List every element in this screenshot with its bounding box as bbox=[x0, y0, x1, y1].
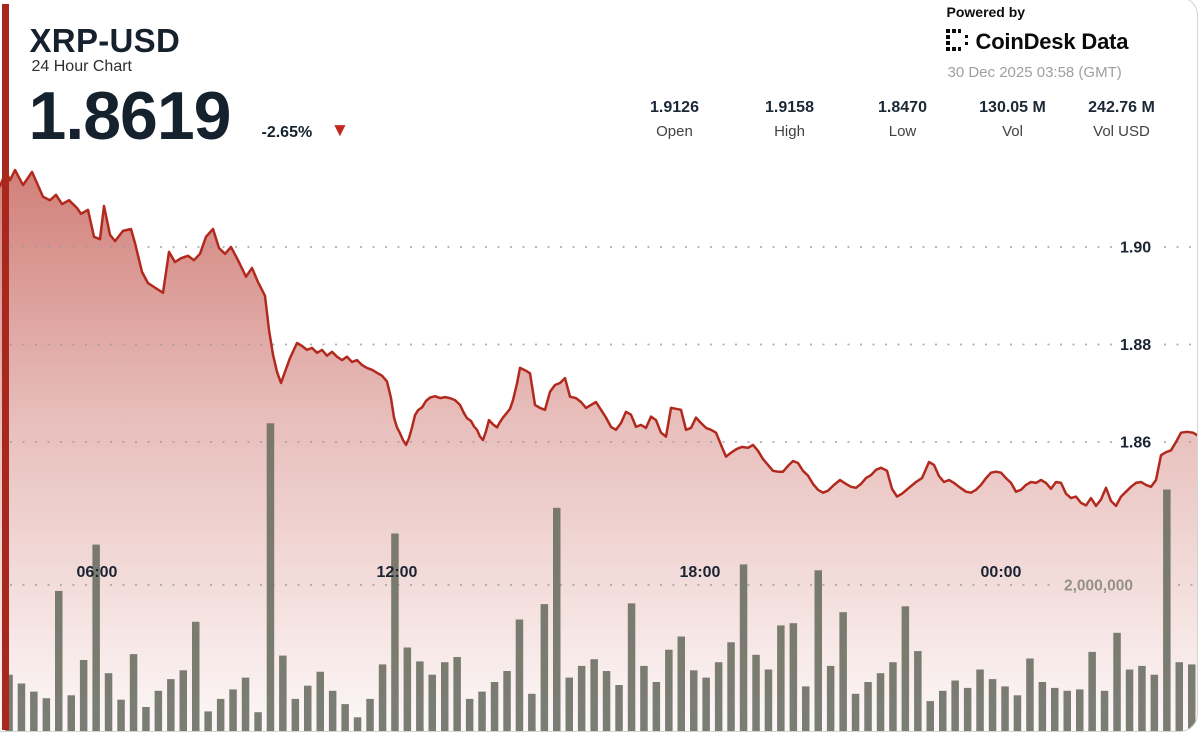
stat-vol-usd-label: Vol USD bbox=[1093, 122, 1150, 140]
stat-high-label: High bbox=[774, 122, 805, 140]
stat-vol-value: 130.05 M bbox=[979, 98, 1046, 116]
svg-text:1.86: 1.86 bbox=[1120, 434, 1151, 451]
current-price: 1.8619 bbox=[28, 77, 232, 154]
coindesk-logo-icon bbox=[945, 28, 969, 57]
price-down-icon: ▼ bbox=[330, 119, 350, 141]
chart-subtitle: 24 Hour Chart bbox=[31, 57, 133, 75]
stat-open-value: 1.9126 bbox=[650, 98, 699, 116]
coindesk-logo-text: CoinDesk Data bbox=[976, 31, 1129, 53]
svg-text:00:00: 00:00 bbox=[980, 564, 1021, 581]
stat-high-value: 1.9158 bbox=[765, 98, 814, 116]
stat-vol-usd: 242.76 M Vol USD bbox=[1088, 98, 1155, 140]
stat-low: 1.8470 Low bbox=[878, 98, 927, 140]
stat-vol-label: Vol bbox=[1002, 122, 1023, 140]
stat-low-label: Low bbox=[888, 122, 917, 140]
svg-text:1.90: 1.90 bbox=[1120, 239, 1151, 256]
svg-text:1.88: 1.88 bbox=[1120, 337, 1151, 354]
stat-vol: 130.05 M Vol bbox=[979, 98, 1046, 140]
volume-bars bbox=[4, 422, 1195, 731]
price-line bbox=[0, 168, 1197, 507]
stat-high: 1.9158 High bbox=[765, 98, 814, 140]
price-change-percent: -2.65% bbox=[261, 123, 313, 141]
svg-text:06:00: 06:00 bbox=[76, 564, 117, 581]
stat-vol-usd-value: 242.76 M bbox=[1088, 98, 1155, 116]
powered-by-label: Powered by bbox=[946, 3, 1026, 20]
grid-lines bbox=[9, 245, 1194, 586]
stat-open: 1.9126 Open bbox=[650, 98, 699, 140]
timestamp: 30 Dec 2025 03:58 (GMT) bbox=[947, 63, 1122, 81]
stat-open-label: Open bbox=[656, 122, 693, 140]
left-edge-strip bbox=[1, 3, 9, 730]
price-area bbox=[0, 169, 1197, 731]
coindesk-logo-suffix: Data bbox=[1081, 29, 1129, 54]
svg-text:12:00: 12:00 bbox=[376, 564, 417, 581]
coindesk-logo[interactable]: CoinDesk Data bbox=[945, 28, 1129, 57]
axis-labels: 1.90 1.88 1.86 2,000,000 06:00 12:00 18:00 00:0… bbox=[76, 239, 1151, 594]
symbol-title: XRP-USD bbox=[29, 21, 181, 59]
coindesk-logo-name: CoinDesk bbox=[975, 29, 1076, 54]
svg-text:2,000,000: 2,000,000 bbox=[1064, 577, 1133, 594]
svg-text:18:00: 18:00 bbox=[679, 564, 720, 581]
stat-low-value: 1.8470 bbox=[878, 98, 927, 116]
